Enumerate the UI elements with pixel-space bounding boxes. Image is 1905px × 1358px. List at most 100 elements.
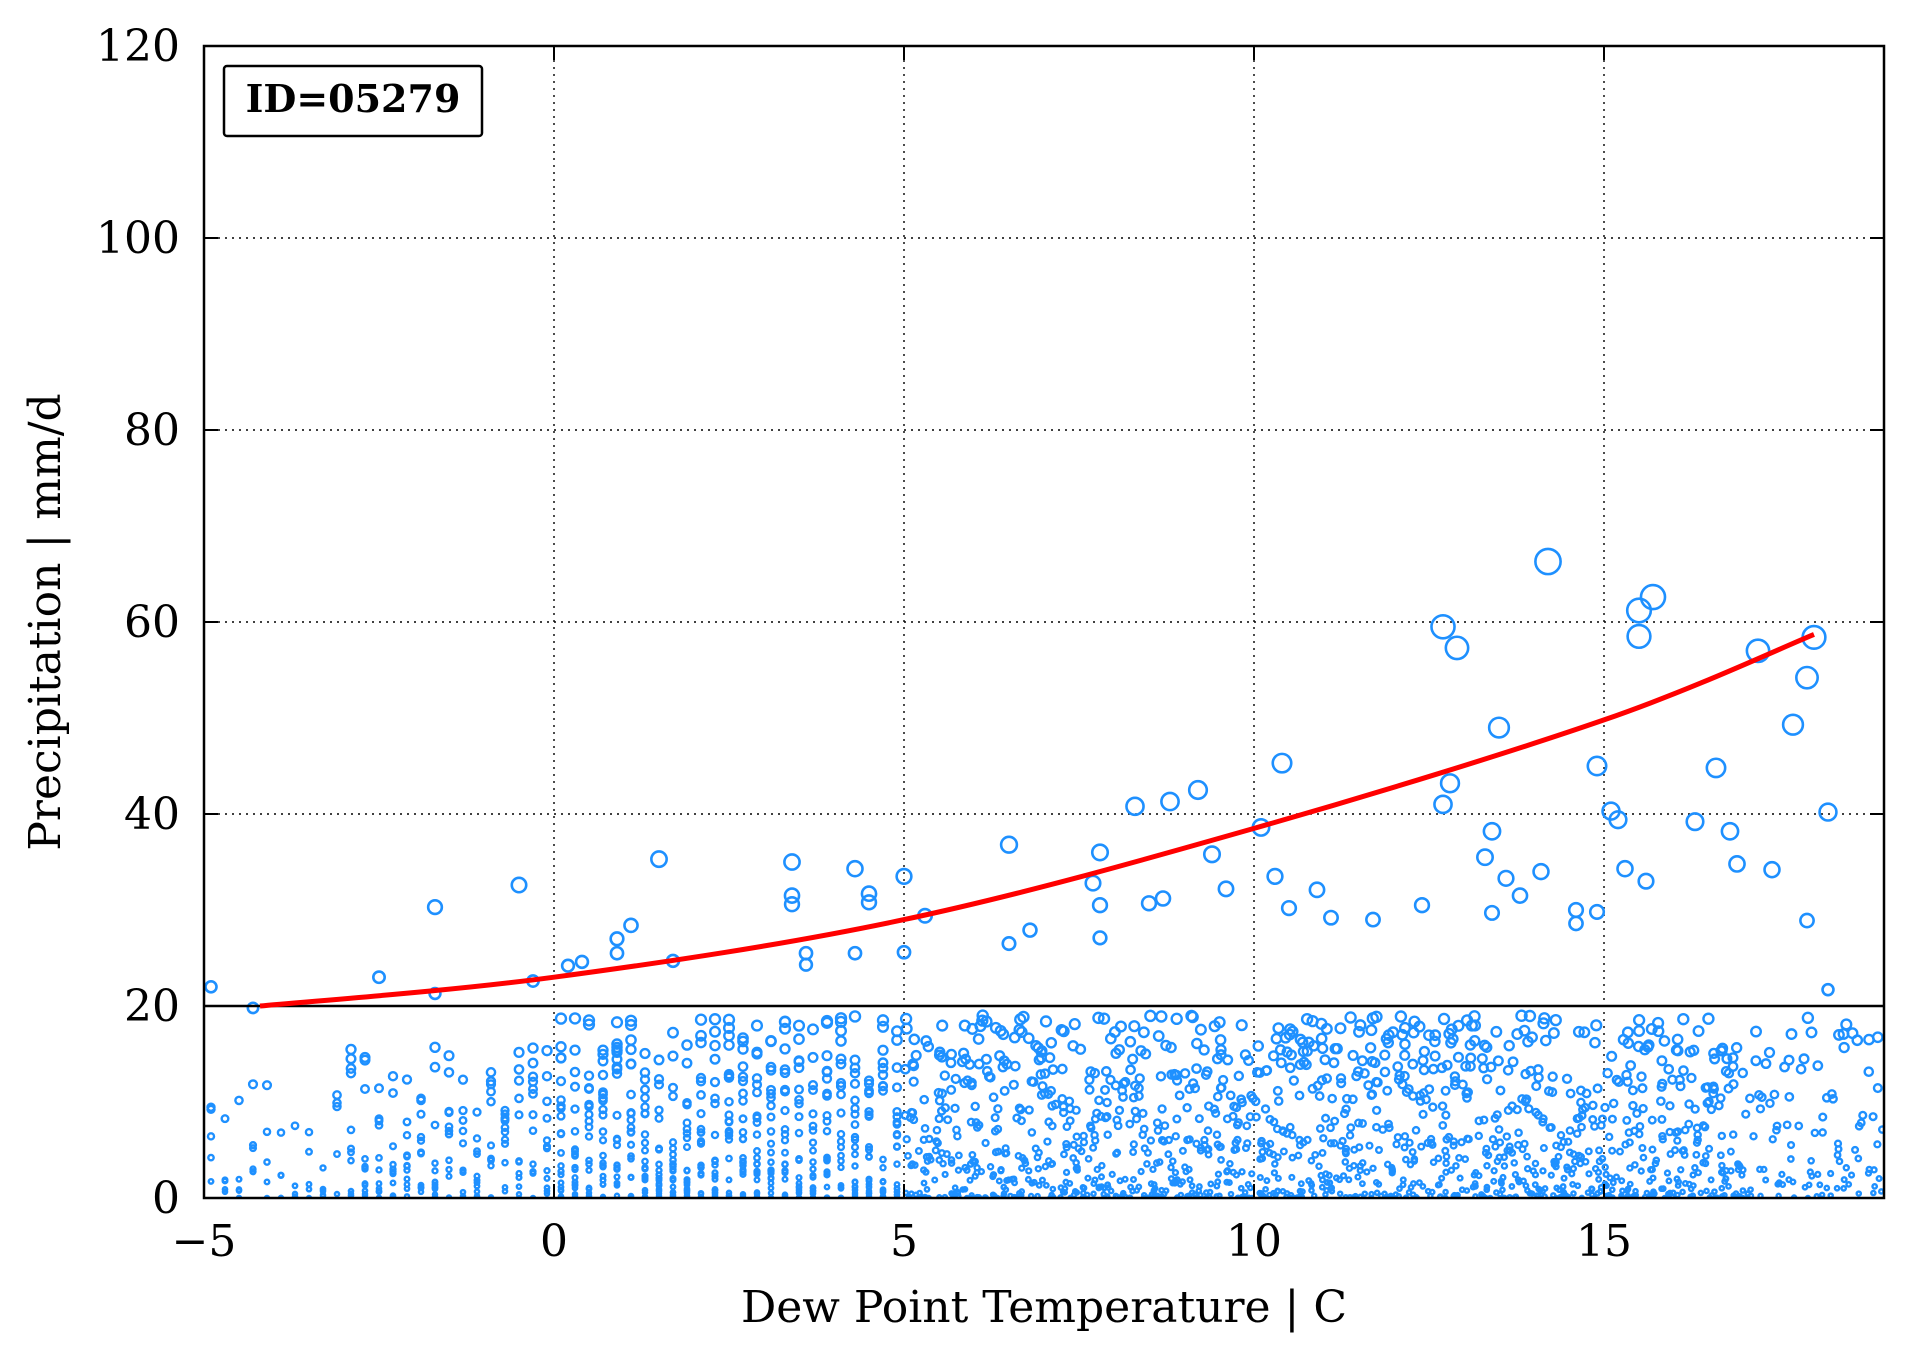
data-point: [1628, 1100, 1638, 1111]
data-point: [1256, 1173, 1264, 1182]
data-point: [1288, 1075, 1300, 1086]
data-point: [1216, 1082, 1227, 1093]
data-point: [1326, 1123, 1335, 1133]
data-point: [1000, 1192, 1007, 1198]
data-point: [737, 1075, 749, 1087]
data-point: [920, 1179, 928, 1187]
data-point: [1165, 1041, 1177, 1054]
data-point: [430, 1120, 440, 1130]
data-point: [1559, 1137, 1568, 1147]
data-point: [347, 1156, 355, 1165]
data-point: [1734, 1165, 1743, 1174]
data-point: [221, 1188, 229, 1196]
data-point: [1028, 1179, 1036, 1187]
data-point: [1469, 1183, 1477, 1191]
data-point: [1499, 1186, 1506, 1194]
data-point: [711, 1186, 719, 1194]
data-point: [1191, 1063, 1202, 1074]
data-point: [1275, 1057, 1287, 1069]
data-point: [780, 1086, 790, 1097]
data-point: [501, 1187, 509, 1195]
data-point: [1760, 1165, 1768, 1174]
data-point: [795, 1186, 803, 1194]
data-point: [1335, 1073, 1347, 1084]
data-point: [375, 1180, 383, 1188]
data-point: [902, 1135, 911, 1144]
data-point: [1606, 1174, 1614, 1182]
data-point: [1569, 1164, 1578, 1173]
data-point: [1321, 1113, 1331, 1123]
data-point: [1520, 1139, 1529, 1148]
data-point: [1214, 1170, 1223, 1178]
data-point: [919, 1094, 930, 1105]
data-point: [1673, 1136, 1682, 1145]
data-point: [1097, 1012, 1111, 1025]
data-point: [1438, 1174, 1446, 1182]
data-point: [954, 1151, 963, 1160]
data-point: [653, 1054, 665, 1066]
data-point: [963, 1166, 971, 1174]
data-point: [696, 1128, 706, 1137]
data-point: [1703, 1187, 1710, 1195]
data-point: [1026, 1076, 1037, 1087]
data-point: [1612, 1173, 1620, 1181]
data-point: [569, 1066, 581, 1078]
data-point: [1091, 897, 1109, 914]
data-point: [555, 1076, 567, 1087]
data-point: [1407, 1058, 1419, 1070]
data-point: [1188, 1078, 1199, 1089]
data-point: [542, 1136, 552, 1145]
data-point: [669, 1156, 677, 1164]
data-point: [1125, 1064, 1136, 1076]
data-point: [640, 1102, 650, 1112]
data-point: [795, 1156, 803, 1165]
data-point: [695, 1029, 707, 1042]
data-point: [750, 1019, 764, 1032]
data-point: [1795, 1063, 1807, 1075]
data-point: [914, 1146, 923, 1155]
data-point: [851, 1178, 859, 1186]
data-point: [1581, 1088, 1592, 1099]
data-point: [1619, 1187, 1626, 1195]
data-point: [1022, 922, 1038, 938]
data-point: [569, 1081, 581, 1092]
data-point: [1024, 1105, 1034, 1115]
data-point: [599, 1161, 607, 1170]
data-point: [864, 1085, 874, 1096]
data-point: [1570, 1190, 1577, 1197]
data-point: [1369, 1057, 1381, 1069]
data-point: [584, 1122, 594, 1132]
data-point: [1718, 1193, 1726, 1198]
data-point: [1648, 1145, 1657, 1154]
data-point: [1373, 1189, 1381, 1197]
data-point: [1531, 1107, 1541, 1118]
data-point: [1381, 1190, 1388, 1198]
data-point: [426, 898, 444, 916]
data-point: [1308, 1187, 1315, 1194]
data-point: [1027, 1192, 1035, 1198]
data-point: [779, 1043, 791, 1055]
data-point: [611, 1038, 623, 1050]
data-point: [1838, 1041, 1850, 1054]
data-point: [1462, 1093, 1472, 1103]
data-point: [1294, 1090, 1305, 1101]
data-point: [1805, 1026, 1818, 1039]
data-point: [751, 1046, 763, 1058]
data-point: [1384, 1119, 1393, 1129]
data-point: [809, 1190, 817, 1198]
data-point: [1365, 911, 1381, 928]
data-point: [1055, 1024, 1068, 1037]
data-point: [1588, 903, 1606, 920]
data-point: [1490, 1167, 1498, 1175]
data-point: [333, 1150, 341, 1159]
data-point: [1868, 1112, 1878, 1122]
data-point: [1407, 1184, 1415, 1191]
data-point: [1694, 1169, 1702, 1177]
data-point: [960, 1053, 972, 1065]
data-point: [361, 1165, 369, 1173]
data-point: [1835, 1157, 1844, 1166]
data-point: [207, 1153, 215, 1162]
data-point: [1242, 1121, 1252, 1131]
y-tick-label: 120: [96, 21, 180, 72]
data-point: [934, 1095, 945, 1106]
